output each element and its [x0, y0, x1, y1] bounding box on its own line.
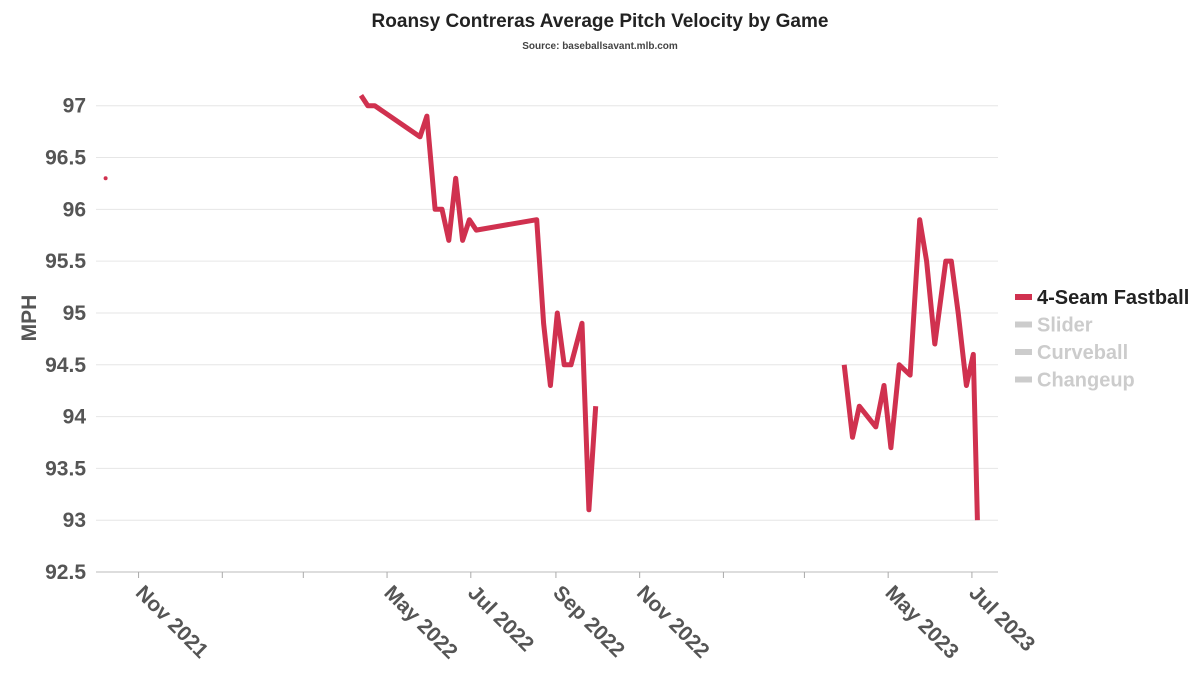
x-tick-label: Nov 2021: [131, 581, 213, 663]
legend-swatch: [1015, 321, 1032, 328]
y-tick-label: 93.5: [45, 457, 86, 480]
x-tick-label: May 2022: [380, 581, 462, 663]
y-tick-label: 96: [63, 198, 86, 221]
legend-item-4-seam-fastball[interactable]: 4-Seam Fastball: [1015, 287, 1189, 309]
legend-item-changeup[interactable]: Changeup: [1015, 370, 1135, 392]
4-seam-fastball-line: [841, 217, 980, 521]
legend: 4-Seam Fastball Slider Curveball Changeup: [1015, 287, 1189, 392]
y-tick-label: 96.5: [45, 147, 86, 170]
legend-swatch: [1015, 349, 1032, 355]
legend-label: Changeup: [1037, 370, 1135, 392]
4-seam-fastball-line: [358, 94, 599, 513]
y-tick-label: 94.5: [45, 354, 86, 377]
legend-label: Curveball: [1037, 342, 1128, 364]
series-lines: [103, 94, 980, 521]
x-axis: Nov 2021 May 2022 Jul 2022 Sep 2022 Nov 2022…: [131, 572, 1039, 664]
chart-title: Roansy Contreras Average Pitch Velocity …: [372, 11, 829, 32]
y-tick-label: 97: [63, 95, 86, 118]
y-axis-ticks: 92.5 93 93.5 94 94.5 95 95.5 96 96.5 97: [45, 95, 86, 584]
legend-item-curveball[interactable]: Curveball: [1015, 342, 1128, 364]
y-tick-label: 93: [63, 509, 86, 532]
legend-swatch: [1015, 376, 1032, 383]
x-tick-label: Jul 2022: [463, 581, 538, 656]
chart-subtitle: Source: baseballsavant.mlb.com: [522, 41, 678, 52]
x-tick-label: Jul 2023: [964, 581, 1039, 656]
y-tick-label: 95.5: [45, 250, 86, 273]
legend-swatch: [1015, 294, 1032, 300]
legend-label: Slider: [1037, 315, 1093, 337]
y-tick-label: 94: [63, 406, 87, 429]
y-tick-label: 92.5: [45, 561, 86, 584]
x-tick-label: Sep 2022: [548, 581, 629, 662]
legend-label: 4-Seam Fastball: [1037, 287, 1189, 309]
y-tick-label: 95: [63, 302, 87, 325]
x-tick-label: May 2023: [881, 581, 963, 663]
legend-item-slider[interactable]: Slider: [1015, 315, 1093, 337]
x-tick-label: Nov 2022: [632, 581, 713, 662]
4-seam-fastball-point: [103, 176, 108, 181]
y-axis-label: MPH: [18, 295, 41, 342]
